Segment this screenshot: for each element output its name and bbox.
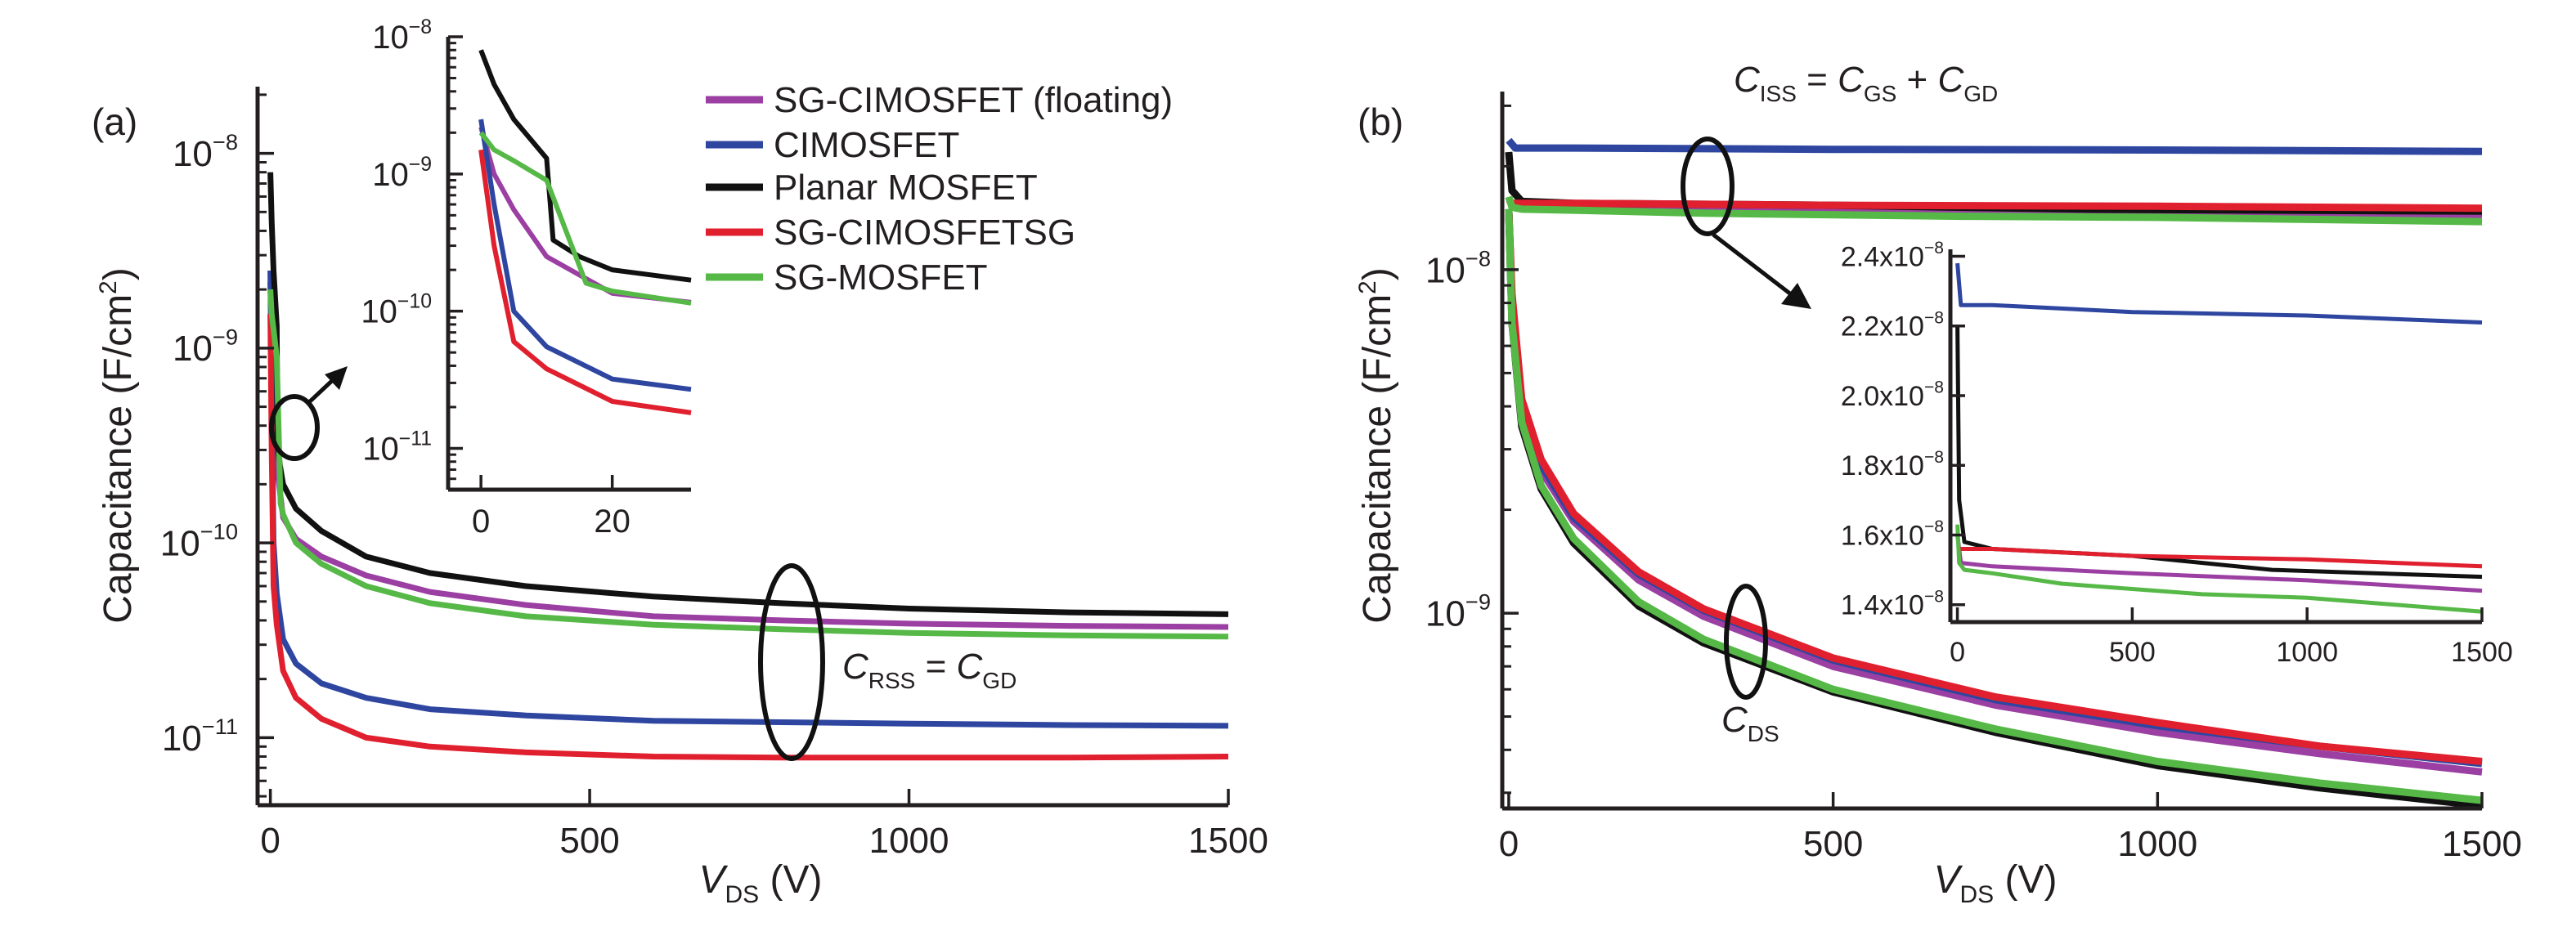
panel-b-x-tick-label: 0 [1499, 824, 1519, 864]
panel-a-inset-series-sg-mosfet [478, 131, 692, 306]
panel-b: (b) Capacitance (F/cm2) 0 500 1000 1500 10−9… [1354, 60, 2522, 908]
panel-a-x-axis-label: VDS (V) [698, 858, 822, 908]
legend-entry: SG-CIMOSFET (floating) [706, 80, 1173, 120]
panel-a-inset: 0 20 10−11 10−10 10−9 10−8 [361, 16, 692, 540]
legend-entry: CIMOSFET [706, 125, 959, 165]
panel-b-inset: 0 500 1000 1500 1.4x10−8 1.6x10−8 1.8x10−8 2.0x… [1841, 239, 2513, 668]
panel-b-y-tick-label: 10−9 [1425, 589, 1491, 634]
panel-a-x-tick-label: 1500 [1188, 821, 1268, 861]
svg-text:CISS = CGS + CGD: CISS = CGS + CGD [1734, 60, 1998, 106]
cds-annotation: CDS [1721, 584, 1779, 746]
panel-b-inset-series-sg-mosfet [1955, 524, 2483, 614]
panel-a-y-tick-label: 10−11 [162, 714, 238, 759]
panel-a-inset-x-tick-label: 20 [594, 504, 631, 540]
ciss-ellipse [1681, 137, 1735, 236]
panel-b-y-tick-label: 10−8 [1425, 245, 1491, 290]
legend-label: Planar MOSFET [774, 168, 1038, 208]
panel-b-ciss-series-cimosfet [1506, 137, 2483, 155]
panel-b-inset-x-tick-label: 1000 [2276, 637, 2338, 668]
panel-a-y-tick-label: 10−8 [173, 129, 238, 174]
svg-text:VDS (V): VDS (V) [698, 858, 822, 908]
panel-b-inset-x-tick-label: 1500 [2451, 637, 2513, 668]
panel-a-x-tick-label: 0 [260, 821, 280, 861]
panel-a-inset-y-tick-label: 10−11 [362, 428, 432, 467]
panel-a-y-axis-label: Capacitance (F/cm2) [95, 267, 140, 623]
panel-b-inset-y-tick-label: 2.0x10−8 [1841, 378, 1944, 412]
panel-a-inset-x-tick-label: 0 [472, 504, 490, 540]
panel-a-label: (a) [92, 101, 137, 143]
ciss-annotation: CISS = CGS + CGD [1681, 60, 1998, 309]
panel-a-inset-y-tick-label: 10−9 [372, 154, 432, 193]
svg-text:Capacitance (F/cm2): Capacitance (F/cm2) [95, 267, 140, 623]
panel-a-series-sg-mosfet [267, 289, 1229, 640]
arrow-icon [325, 366, 348, 390]
panel-a-inset-y-tick-label: 10−10 [361, 291, 432, 330]
panel-a-lines [267, 172, 1229, 761]
legend-entry: SG-MOSFET [706, 258, 988, 298]
panel-a-x-tick-label: 1000 [869, 821, 949, 861]
legend-label: SG-MOSFET [774, 258, 988, 298]
panel-b-x-tick-label: 1500 [2442, 824, 2522, 864]
panel-b-inset-y-tick-label: 1.6x10−8 [1841, 517, 1944, 551]
panel-a-series-sg-cimosfet-floating- [267, 281, 1229, 630]
panel-b-inset-series-cimosfet [1955, 262, 2483, 325]
panel-a-y-tick-label: 10−10 [160, 519, 238, 564]
panel-b-inset-x-tick-label: 0 [1950, 637, 1965, 668]
panel-b-inset-lines [1955, 262, 2483, 614]
svg-text:CRSS = CGD: CRSS = CGD [842, 647, 1016, 693]
panel-a: (a) Capacitance (F/cm2) 0 500 1000 1500 10−1… [92, 16, 1268, 908]
legend-entry: Planar MOSFET [706, 168, 1038, 208]
legend-label: SG-CIMOSFETSG [774, 213, 1075, 253]
panel-a-inset-y-tick-label: 10−8 [372, 16, 432, 56]
crss-annotation: CRSS = CGD [758, 563, 1016, 761]
panel-a-series-planar-mosfet [267, 172, 1229, 617]
panel-b-x-tick-label: 1000 [2117, 824, 2197, 864]
panel-b-inset-y-tick-label: 2.2x10−8 [1841, 308, 1944, 342]
panel-a-inset-series-cimosfet [478, 119, 692, 392]
legend-label: SG-CIMOSFET (floating) [774, 80, 1173, 120]
panel-b-x-axis-label: VDS (V) [1933, 858, 2057, 908]
svg-text:VDS (V): VDS (V) [1933, 858, 2057, 908]
panel-b-lines [1505, 137, 2483, 810]
crss-ellipse [758, 563, 825, 761]
legend-entry: SG-CIMOSFETSG [706, 213, 1075, 253]
inset-pointer [269, 366, 348, 461]
cds-ellipse [1724, 584, 1768, 700]
panel-b-ciss-series-sg-cimosfetsg [1508, 199, 2483, 213]
arrow-icon [1781, 283, 1811, 309]
panel-a-y-tick-label: 10−9 [173, 324, 238, 369]
zoom-ellipse [269, 394, 320, 461]
panel-a-inset-series-planar-mosfet [478, 49, 692, 283]
panel-b-inset-y-tick-label: 1.8x10−8 [1841, 448, 1944, 481]
panel-a-inset-lines [478, 49, 692, 415]
panel-a-series-sg-cimosfetsg [267, 313, 1229, 761]
panel-b-x-tick-label: 500 [1803, 824, 1863, 864]
panel-b-inset-y-tick-label: 2.4x10−8 [1841, 239, 1944, 272]
panel-b-inset-x-tick-label: 500 [2109, 637, 2156, 668]
panel-a-inset-series-sg-cimosfetsg [478, 149, 692, 415]
legend-label: CIMOSFET [774, 125, 959, 165]
panel-b-y-axis-label: Capacitance (F/cm2) [1354, 267, 1399, 623]
panel-a-series-cimosfet [267, 270, 1229, 729]
panel-b-cds-series-sg-mosfet [1505, 208, 2483, 804]
panel-b-ciss-series-sg-mosfet [1505, 195, 2483, 226]
panel-a-x-tick-label: 500 [559, 821, 619, 861]
svg-text:Capacitance (F/cm2): Capacitance (F/cm2) [1354, 267, 1399, 623]
panel-b-label: (b) [1358, 101, 1403, 143]
svg-text:CDS: CDS [1721, 700, 1779, 746]
panel-b-inset-y-tick-label: 1.4x10−8 [1841, 587, 1944, 620]
